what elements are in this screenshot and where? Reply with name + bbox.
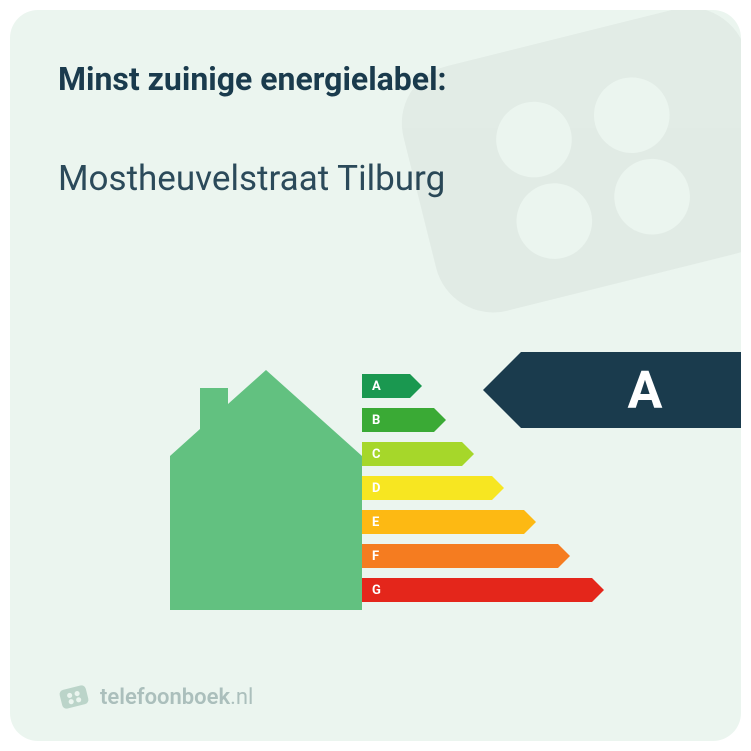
footer-brand: telefoonboek.nl — [100, 685, 253, 710]
energy-bar-f: F — [362, 544, 558, 568]
energy-bar-label: A — [372, 379, 381, 394]
energy-bar-row: D — [362, 472, 592, 504]
house-icon — [170, 370, 362, 610]
footer-logo-icon — [58, 681, 90, 713]
energy-bar-c: C — [362, 442, 462, 466]
energy-bar-label: G — [372, 583, 381, 598]
watermark-icon — [381, 10, 741, 370]
energy-bar-row: G — [362, 574, 592, 606]
energy-bar-row: C — [362, 438, 592, 470]
rating-badge: A — [521, 352, 741, 428]
energy-bar-a: A — [362, 374, 410, 398]
footer: telefoonboek.nl — [58, 681, 253, 713]
energy-bar-label: F — [372, 549, 379, 564]
energy-bar-label: E — [372, 515, 379, 530]
energy-bar-d: D — [362, 476, 492, 500]
card: Minst zuinige energielabel: Mostheuvelst… — [10, 10, 741, 741]
energy-bar-g: G — [362, 578, 592, 602]
rating-badge-letter: A — [628, 360, 663, 421]
energy-bar-row: F — [362, 540, 592, 572]
footer-brand-name: telefoonboek — [100, 685, 230, 710]
energy-bar-b: B — [362, 408, 434, 432]
footer-brand-tld: .nl — [230, 685, 253, 710]
energy-bar-label: B — [372, 413, 380, 428]
energy-bar-label: D — [372, 481, 380, 496]
energy-bar-e: E — [362, 510, 524, 534]
energy-bar-label: C — [372, 447, 381, 462]
energy-bar-row: E — [362, 506, 592, 538]
